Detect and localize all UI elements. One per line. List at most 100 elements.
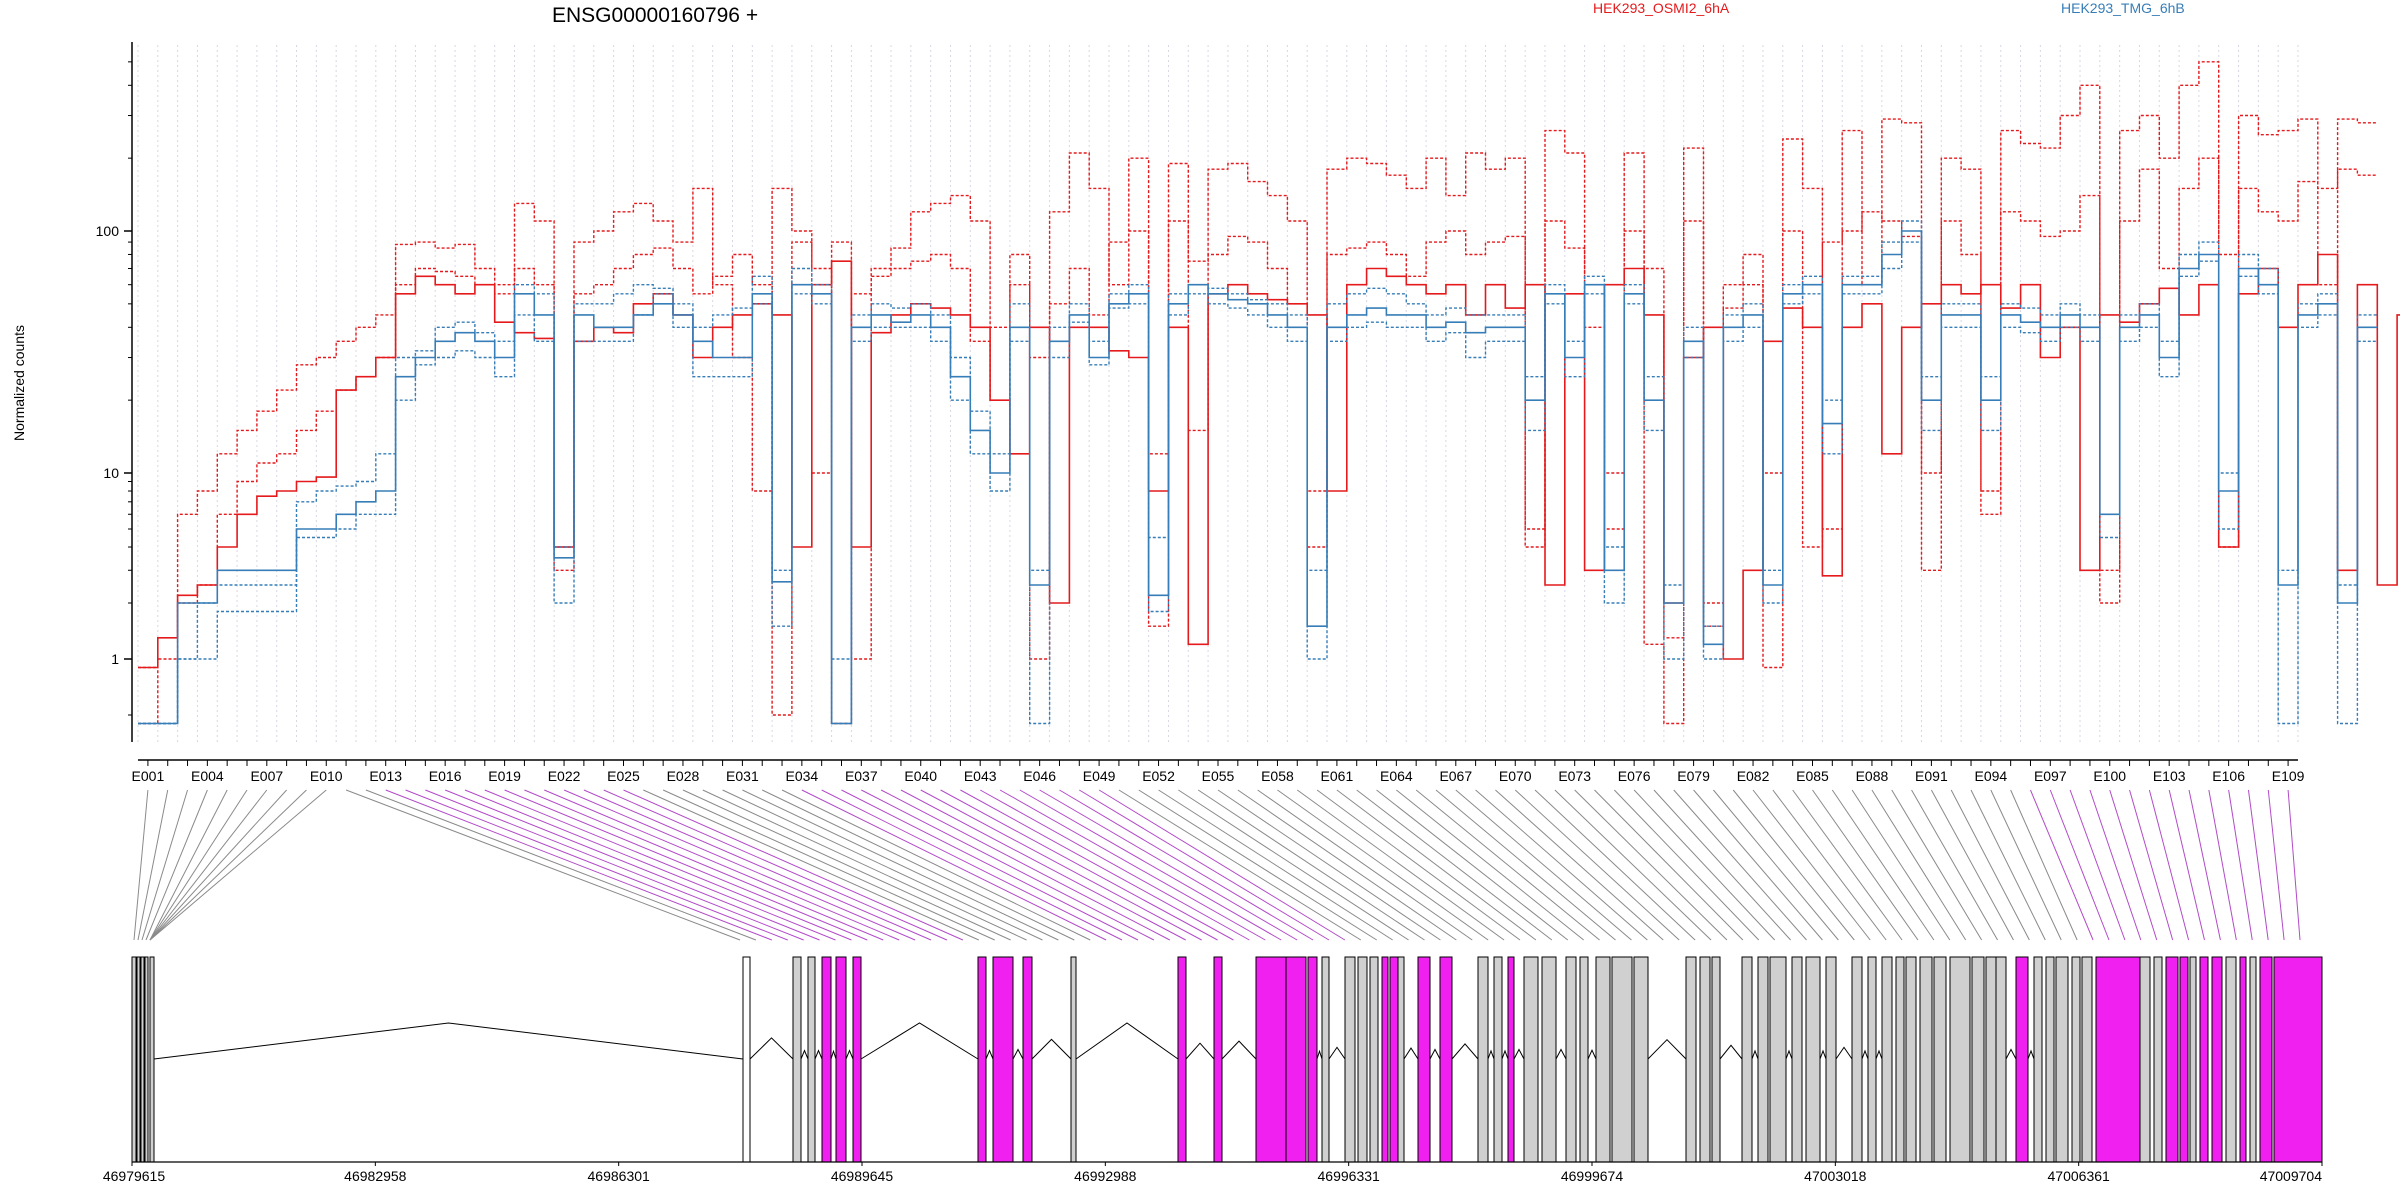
exon-connector [1871,789,1967,941]
exon-box [1919,956,1933,1163]
exon-connector [1455,789,1632,941]
exon-box [835,956,847,1163]
exon-connector [1891,789,1983,941]
exon-connector [861,789,1155,941]
y-axis-label: Normalized counts [11,325,27,441]
x-tick-label: E010 [310,768,343,784]
bin-grid [137,45,2299,745]
axes [131,42,2298,761]
x-tick-label: E070 [1499,768,1532,784]
x-tick-label: E019 [488,768,521,784]
x-tick-label: E040 [904,768,937,784]
exon-box [1579,956,1589,1163]
y-tick-label: 10 [103,465,119,481]
series-line [138,241,2378,725]
exon-box [1357,956,1368,1163]
intron-line [830,1049,837,1060]
exon-connector [365,789,757,941]
x-tick-label: E082 [1737,768,1770,784]
y-tick-label: 1 [111,651,119,667]
x-tick-label: E007 [250,768,283,784]
exon-connector [682,789,1011,941]
exon-connector [137,789,169,941]
coord-label: 46986301 [588,1168,651,1184]
intron-line [1835,1046,1853,1060]
exon-connector [1475,789,1648,941]
exon-box [992,956,1014,1163]
exon-box [1022,956,1033,1163]
exon-connector [603,789,948,941]
exon-connector [345,789,741,941]
exon-box [1439,956,1453,1163]
x-tick-label: E013 [369,768,402,784]
intron-line [2027,1049,2035,1060]
x-tick-label: E064 [1380,768,1413,784]
exon-connector [2247,789,2269,941]
intron-line [845,1049,854,1060]
exon-connector [1594,789,1744,941]
series-line [138,220,2378,725]
exon-connector [1158,789,1393,941]
exon-connector [1693,789,1823,941]
exon-connector [1495,789,1664,941]
intron-line [749,1037,794,1060]
exon-box [2179,956,2189,1163]
exon-box [2259,956,2273,1163]
exon-connector [504,789,868,941]
exon-connector [1574,789,1728,941]
exon-box [792,956,802,1163]
exon-connector [2089,789,2142,941]
exon-connector [2030,789,2094,941]
exon-connector [2129,789,2174,941]
exon-connector [1990,789,2062,941]
exon-connector [2287,789,2301,941]
exon-connector [841,789,1139,941]
intron-line [1501,1049,1509,1060]
exon-connectors [133,789,2301,941]
exon-box [1255,956,1287,1163]
exon-box [2071,956,2081,1163]
exon-box [1285,956,1307,1163]
x-tick-label: E043 [964,768,997,784]
exon-connector [1296,789,1505,941]
exon-connector [722,789,1043,941]
exon-connector [1911,789,1998,941]
exon-box [136,956,141,1163]
exon-connector [583,789,932,941]
exon-box [2239,956,2247,1163]
intron-line [1429,1048,1441,1060]
coord-label: 47009704 [2260,1168,2323,1184]
exon-connector [405,789,788,941]
intron-line [1031,1038,1072,1060]
x-tick-label: E100 [2093,768,2126,784]
intron-line [814,1049,823,1060]
x-tick-label: E046 [1023,768,1056,784]
exon-box [1825,956,1837,1163]
exon-connector [1415,789,1600,941]
exon-connector [1435,789,1616,941]
exon-connector [1673,789,1807,941]
exon-box [1895,956,1905,1163]
exon-connector [2168,789,2205,941]
exon-connector [2109,789,2158,941]
exon-box [1369,956,1379,1163]
exon-box [1565,956,1577,1163]
exon-connector [149,789,228,941]
x-tick-label: E103 [2153,768,2186,784]
exon-connector [742,789,1059,941]
exon-connector [133,789,149,941]
exon-connector [1613,789,1760,941]
genomic-coordinates: 46979615 46982958 46986301 46989645 46992988… [103,1162,2323,1184]
exon-box [2045,956,2055,1163]
exon-connector [145,789,208,941]
coord-label: 46989645 [831,1168,894,1184]
exon-box [131,956,137,1163]
exon-box [1757,956,1769,1163]
exon-connector [484,789,852,941]
exon-box [1417,956,1431,1163]
exon-connector [2228,789,2253,941]
exon-connector [2188,789,2221,941]
intron-line [1819,1049,1827,1060]
exon-connector [1396,789,1584,941]
